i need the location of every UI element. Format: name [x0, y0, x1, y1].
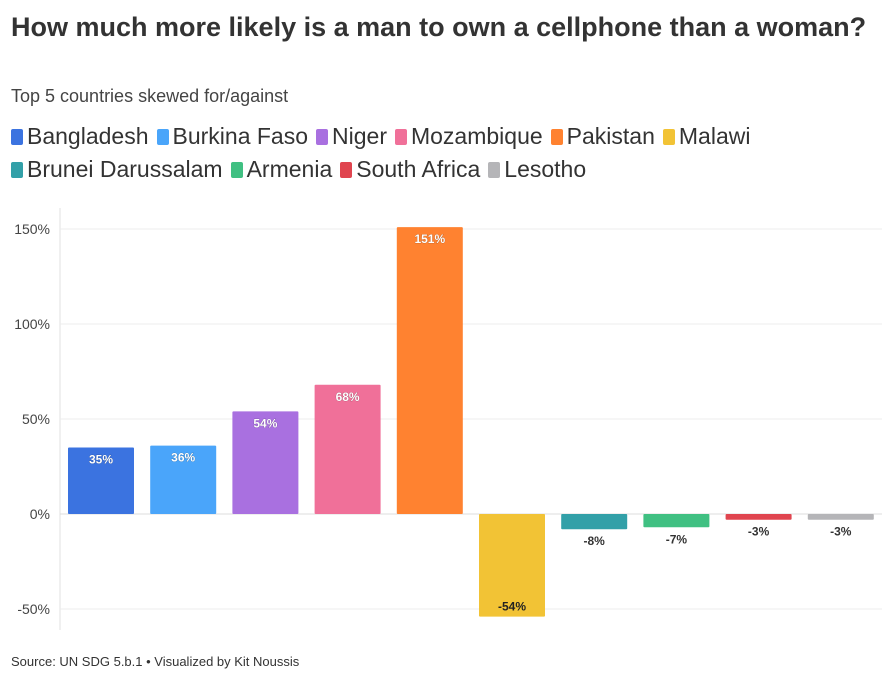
bar [643, 514, 710, 528]
data-label: -3% [830, 525, 852, 539]
legend-swatch [662, 128, 675, 145]
legend: Bangladesh Burkina Faso Niger Mozambique Pak… [11, 122, 886, 184]
legend-item: Armenia [230, 155, 333, 184]
legend-label: Malawi [678, 123, 751, 149]
legend-item: Pakistan [550, 122, 655, 151]
legend-label: Brunei Darussalam [27, 156, 223, 182]
legend-label: Bangladesh [27, 123, 149, 149]
chart-title: How much more likely is a man to own a c… [11, 12, 867, 42]
legend-label: Burkina Faso [172, 123, 309, 149]
legend-swatch [316, 128, 329, 145]
legend-item: Niger [316, 122, 387, 151]
y-tick-label: 150% [14, 221, 50, 237]
legend-label: Lesotho [504, 156, 587, 182]
legend-label: Armenia [246, 156, 333, 182]
legend-item: Burkina Faso [156, 122, 309, 151]
legend-swatch [488, 161, 501, 178]
data-label: 36% [171, 451, 195, 465]
y-tick-label: 100% [14, 316, 50, 332]
legend-swatch [156, 128, 169, 145]
bar-chart: 150% 100% 50% 0% -50% 35% 36% 54% 68% 151% -54% -8%… [14, 208, 882, 630]
legend-label: Pakistan [566, 123, 655, 149]
legend-item: Mozambique [394, 122, 543, 151]
y-tick-label: 0% [30, 506, 50, 522]
bar [68, 447, 134, 514]
legend-swatch [11, 161, 23, 178]
legend-swatch [230, 161, 243, 178]
legend-swatch [550, 128, 563, 145]
legend-swatch [340, 161, 353, 178]
legend-label: South Africa [356, 156, 481, 182]
y-tick-label: 50% [22, 411, 50, 427]
legend-label: Mozambique [410, 123, 543, 149]
data-label: -3% [748, 525, 770, 539]
bar [396, 227, 463, 514]
data-label: 35% [89, 453, 113, 467]
bar [314, 384, 381, 514]
data-label: 54% [253, 416, 277, 430]
bar [561, 514, 628, 530]
bar [807, 514, 874, 520]
y-tick-label: -50% [17, 601, 50, 617]
data-label: -8% [584, 534, 606, 548]
data-label: -54% [498, 600, 526, 614]
legend-item: Brunei Darussalam [11, 155, 223, 184]
legend-item: Bangladesh [11, 122, 149, 151]
bar [725, 514, 792, 520]
bar [479, 514, 545, 617]
data-label: -7% [666, 532, 688, 546]
source-note: Source: UN SDG 5.b.1 • Visualized by Kit… [11, 654, 300, 669]
bar [150, 445, 217, 514]
legend-item: Malawi [662, 122, 751, 151]
legend-item: Lesotho [488, 155, 586, 184]
bar [232, 411, 299, 514]
legend-label: Niger [332, 123, 387, 149]
legend-swatch [394, 128, 407, 145]
chart-subtitle: Top 5 countries skewed for/against [11, 86, 289, 106]
legend-swatch [11, 128, 23, 145]
data-label: 151% [414, 232, 445, 246]
legend-item: South Africa [340, 155, 480, 184]
data-label: 68% [336, 390, 360, 404]
